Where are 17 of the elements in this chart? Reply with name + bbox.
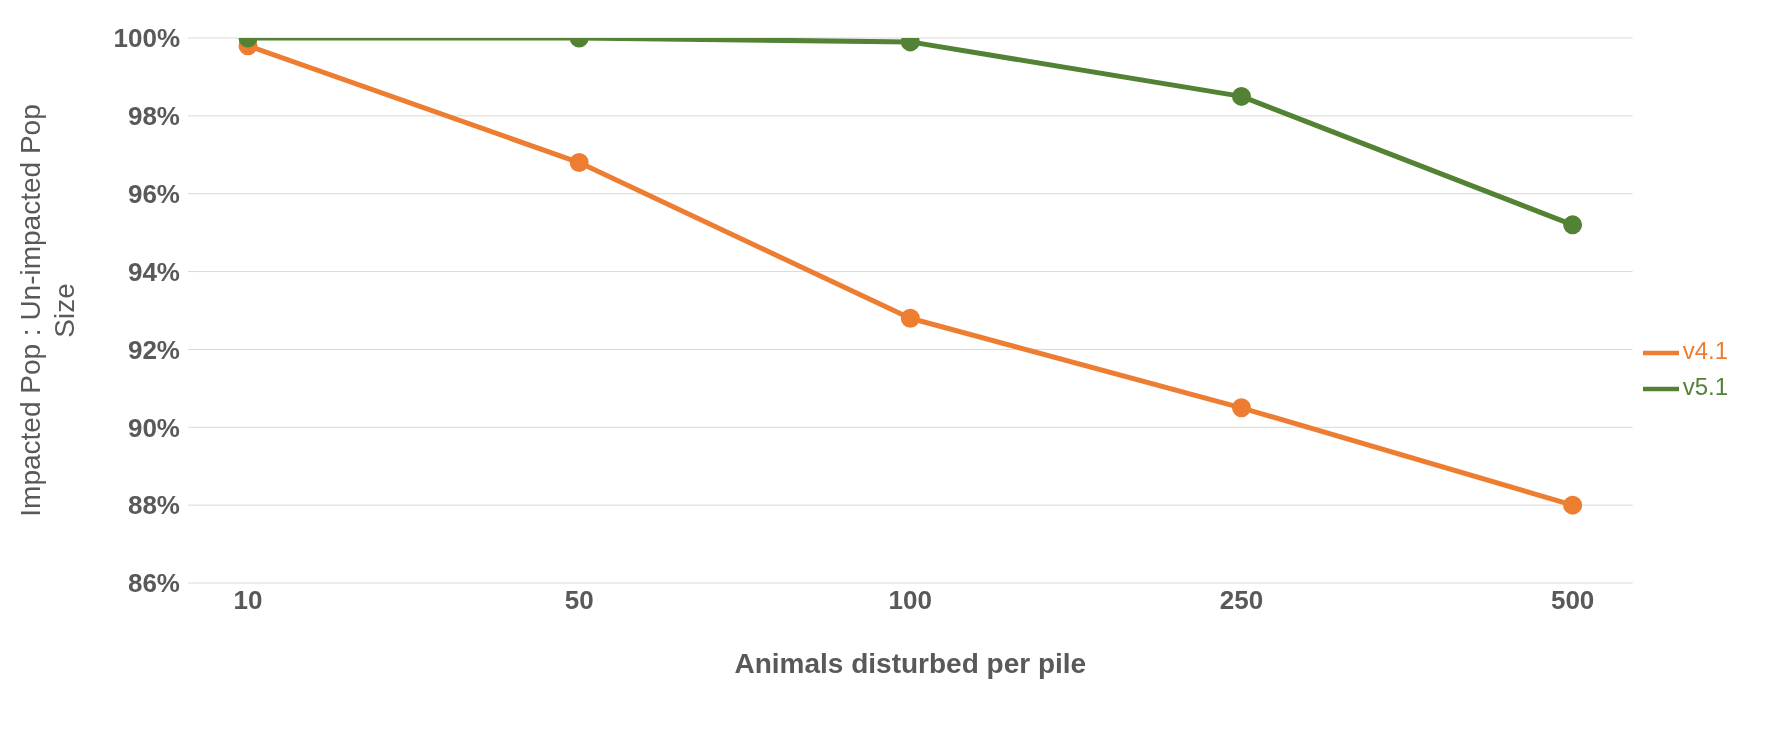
legend-label: v5.1 [1682, 372, 1728, 400]
x-axis-title: Animals disturbed per pile [734, 648, 1087, 679]
x-tick-label: 100 [888, 585, 933, 616]
x-tick-label: 50 [564, 585, 594, 616]
legend-label: v4.1 [1682, 336, 1728, 364]
y-tick-label: 100% [113, 23, 180, 54]
x-tick-label: 500 [1550, 585, 1595, 616]
y-tick-label: 92% [127, 334, 180, 365]
y-tick-label: 96% [127, 178, 180, 209]
y-axis-title: Impacted Pop : Un-impacted Pop Size [15, 104, 80, 517]
y-tick-label: 94% [127, 256, 180, 287]
x-tick-label: 10 [233, 585, 263, 616]
y-tick-label: 98% [127, 101, 180, 132]
x-tick-label: 250 [1219, 585, 1264, 616]
y-tick-label: 86% [127, 568, 180, 599]
y-tick-label: 88% [127, 490, 180, 521]
y-tick-label: 90% [127, 412, 180, 443]
